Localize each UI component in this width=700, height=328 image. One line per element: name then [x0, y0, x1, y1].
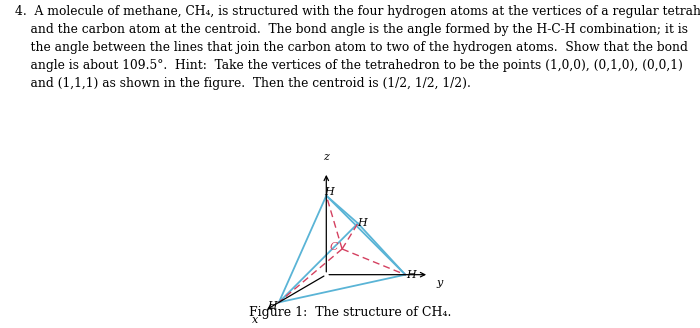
Text: H: H	[267, 301, 276, 311]
Text: C: C	[330, 242, 338, 253]
Text: H: H	[357, 218, 367, 228]
Text: y: y	[437, 278, 443, 288]
Text: H: H	[406, 270, 416, 280]
Text: H: H	[325, 187, 335, 197]
Text: 4.  A molecule of methane, CH₄, is structured with the four hydrogen atoms at th: 4. A molecule of methane, CH₄, is struct…	[15, 5, 700, 90]
Text: Figure 1:  The structure of CH₄.: Figure 1: The structure of CH₄.	[248, 306, 452, 319]
Text: z: z	[323, 153, 329, 162]
Text: x: x	[252, 315, 258, 325]
